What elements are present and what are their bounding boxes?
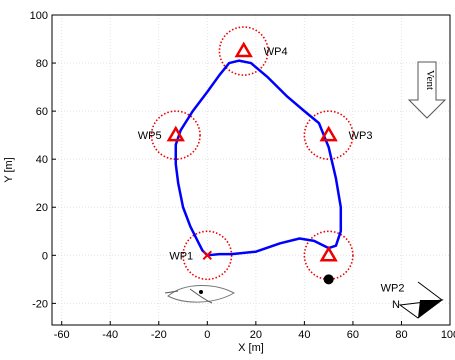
y-tick-label: 60 [36, 106, 48, 118]
north-arrow-fill [418, 300, 442, 318]
y-tick-label: 20 [36, 202, 48, 214]
wind-label: Vent [424, 70, 436, 90]
waypoint-marker [202, 250, 213, 261]
x-tick-label: 80 [395, 329, 407, 341]
boat-sail [164, 288, 213, 304]
waypoint-label: WP2 [381, 282, 405, 294]
north-label: N [392, 299, 400, 311]
waypoint-zone [303, 230, 354, 281]
y-tick-label: 0 [42, 250, 48, 262]
x-tick-label: -40 [102, 329, 118, 341]
y-tick-label: 80 [36, 58, 48, 70]
waypoint-marker [319, 245, 338, 262]
x-tick-label: 40 [298, 329, 310, 341]
y-tick-label: -20 [32, 298, 48, 310]
waypoint-zone [303, 110, 354, 160]
target-point [323, 274, 334, 285]
waypoint-zone [218, 26, 269, 76]
waypoint-label: WP3 [349, 130, 373, 142]
x-tick-label: 100 [441, 329, 455, 341]
trajectory [174, 59, 343, 257]
y-axis-label: Y [m] [3, 157, 15, 182]
waypoint-marker [166, 125, 185, 142]
x-tick-label: -60 [54, 329, 70, 341]
waypoint-label: WP1 [169, 250, 193, 262]
waypoint-zone [150, 110, 201, 160]
y-tick-label: 40 [36, 154, 48, 166]
x-tick-label: 20 [250, 329, 262, 341]
waypoint-label: WP5 [138, 130, 162, 142]
x-tick-label: 60 [347, 329, 359, 341]
boat-dot [199, 290, 203, 294]
waypoint-marker [234, 41, 253, 58]
x-tick-label: -20 [151, 329, 167, 341]
x-axis-label: X [m] [238, 342, 264, 354]
waypoint-label: WP4 [264, 46, 288, 58]
x-tick-label: 0 [204, 329, 210, 341]
waypoint-marker [319, 125, 338, 142]
axes-box [51, 14, 451, 326]
wind-arrow [407, 61, 447, 119]
y-tick-label: 100 [30, 10, 48, 22]
plot-area [52, 15, 450, 325]
